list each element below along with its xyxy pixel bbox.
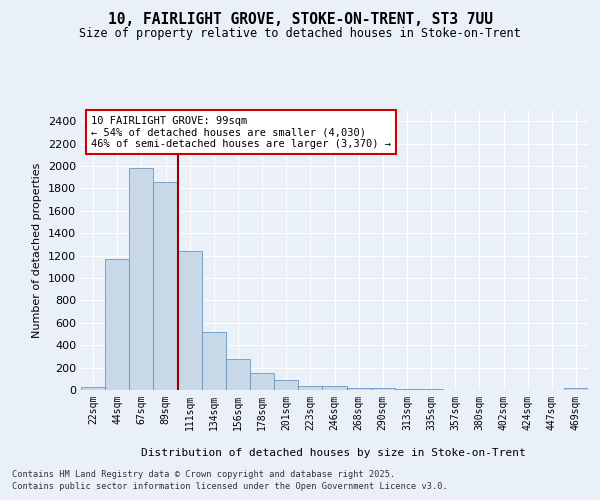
Bar: [298, 386, 322, 390]
Bar: [226, 359, 250, 390]
Bar: [202, 332, 226, 390]
Text: Contains public sector information licensed under the Open Government Licence v3: Contains public sector information licen…: [12, 482, 448, 491]
Text: 10, FAIRLIGHT GROVE, STOKE-ON-TRENT, ST3 7UU: 10, FAIRLIGHT GROVE, STOKE-ON-TRENT, ST3…: [107, 12, 493, 28]
Text: 10 FAIRLIGHT GROVE: 99sqm
← 54% of detached houses are smaller (4,030)
46% of se: 10 FAIRLIGHT GROVE: 99sqm ← 54% of detac…: [91, 116, 391, 149]
Bar: [250, 373, 274, 390]
Bar: [178, 251, 202, 390]
Bar: [371, 388, 395, 390]
Text: Distribution of detached houses by size in Stoke-on-Trent: Distribution of detached houses by size …: [140, 448, 526, 458]
Text: Size of property relative to detached houses in Stoke-on-Trent: Size of property relative to detached ho…: [79, 28, 521, 40]
Y-axis label: Number of detached properties: Number of detached properties: [32, 162, 43, 338]
Bar: [395, 389, 419, 390]
Bar: [322, 386, 347, 390]
Bar: [347, 388, 371, 390]
Bar: [154, 182, 178, 390]
Bar: [564, 388, 588, 390]
Bar: [105, 259, 129, 390]
Text: Contains HM Land Registry data © Crown copyright and database right 2025.: Contains HM Land Registry data © Crown c…: [12, 470, 395, 479]
Bar: [81, 387, 105, 390]
Bar: [274, 380, 298, 390]
Bar: [129, 168, 154, 390]
